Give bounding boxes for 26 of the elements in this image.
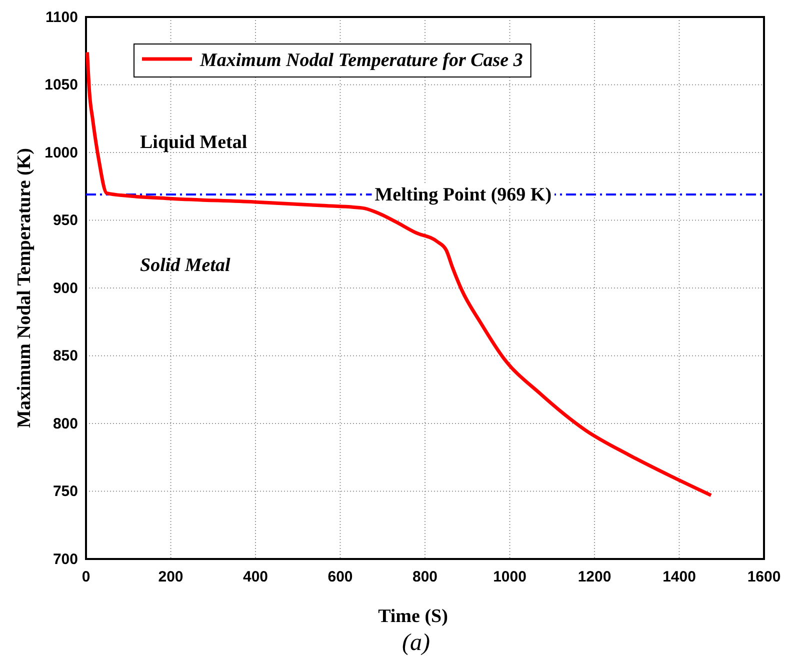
x-tick-label: 1200 [578, 568, 612, 586]
x-tick-label: 600 [328, 568, 353, 586]
y-tick-label: 950 [52, 212, 78, 230]
x-axis-title: Time (S) [378, 606, 448, 627]
x-tick-label: 1600 [747, 568, 781, 586]
y-tick-label: 1000 [44, 144, 78, 162]
x-tick-label: 400 [242, 568, 268, 586]
line-series [86, 50, 713, 498]
y-tick-label: 1100 [45, 8, 78, 26]
y-tick-label: 900 [52, 280, 78, 297]
annotation: Liquid Metal [140, 132, 248, 153]
x-tick-label: 200 [158, 568, 184, 586]
ref-line-label: Melting Point (969 K) [374, 184, 552, 206]
y-tick-label: 750 [52, 483, 78, 500]
annotation: Solid Metal [140, 255, 231, 276]
x-tick-label: 1000 [493, 568, 526, 586]
x-tick-label: 1400 [662, 568, 696, 586]
y-axis-title: Maximum Nodal Temperature (K) [14, 148, 35, 428]
y-tick-label: 700 [52, 550, 78, 568]
x-tick-label: 800 [412, 568, 438, 586]
text: (a) [402, 630, 430, 656]
x-tick-label: 0 [82, 568, 90, 586]
legend-label: Maximum Nodal Temperature for Case 3 [199, 50, 523, 71]
y-tick-label: 1050 [44, 76, 78, 94]
y-tick-label: 800 [52, 415, 78, 432]
y-tick-label: 850 [52, 348, 78, 365]
